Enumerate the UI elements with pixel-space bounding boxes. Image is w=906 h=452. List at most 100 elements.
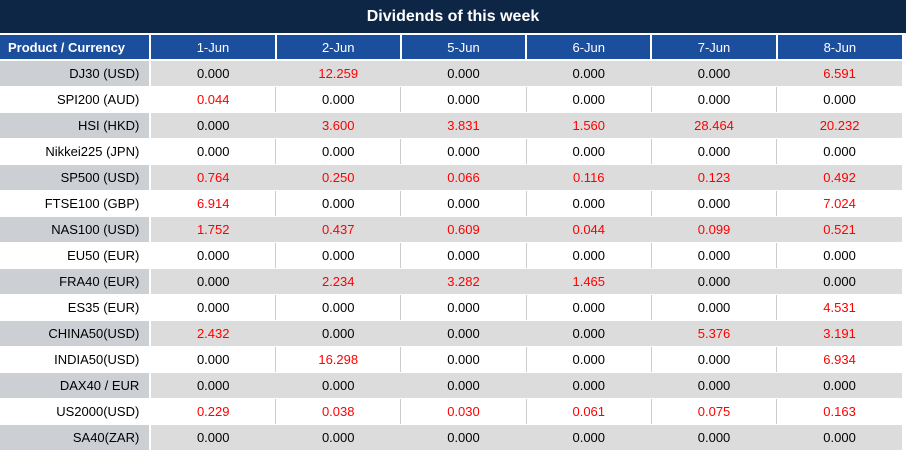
dividend-value-cell: 0.030 xyxy=(400,398,527,425)
dividend-value-cell: 0.000 xyxy=(275,242,402,269)
dividend-value-cell: 0.000 xyxy=(526,138,652,165)
dividend-value-cell: 0.000 xyxy=(400,242,527,269)
dividend-value-cell: 1.465 xyxy=(526,268,652,295)
dividend-value-cell: 0.000 xyxy=(275,320,402,347)
dividend-value-cell: 0.000 xyxy=(150,294,277,321)
dividend-value-cell: 0.000 xyxy=(150,60,277,87)
product-cell: ES35 (EUR) xyxy=(0,294,152,321)
product-cell: DJ30 (USD) xyxy=(0,60,152,87)
dividend-value-cell: 0.000 xyxy=(651,86,778,113)
table-row: US2000(USD) 0.229 0.038 0.030 0.061 0.075 0.16… xyxy=(0,398,902,425)
dividend-value-cell: 0.163 xyxy=(776,398,902,425)
dividend-value-cell: 0.000 xyxy=(150,112,277,139)
dividend-value-cell: 0.437 xyxy=(275,216,402,243)
table-row: SPI200 (AUD) 0.044 0.000 0.000 0.000 0.000 0.0… xyxy=(0,86,902,113)
dividend-value-cell: 12.259 xyxy=(275,60,402,87)
dividend-value-cell: 0.000 xyxy=(526,346,652,373)
dividend-value-cell: 0.000 xyxy=(275,294,402,321)
table-row: SA40(ZAR) 0.000 0.000 0.000 0.000 0.000 0.000 xyxy=(0,424,902,451)
dividend-value-cell: 16.298 xyxy=(275,346,402,373)
table-row: CHINA50(USD) 2.432 0.000 0.000 0.000 5.376 3.1… xyxy=(0,320,902,347)
dividend-value-cell: 0.000 xyxy=(776,138,902,165)
dividend-value-cell: 2.234 xyxy=(275,268,402,295)
dividend-value-cell: 0.116 xyxy=(526,164,652,191)
dividend-value-cell: 0.000 xyxy=(776,242,902,269)
dividend-value-cell: 0.521 xyxy=(776,216,902,243)
dividend-value-cell: 0.250 xyxy=(275,164,402,191)
table-row: DJ30 (USD) 0.000 12.259 0.000 0.000 0.000 6.59… xyxy=(0,60,902,87)
product-cell: Nikkei225 (JPN) xyxy=(0,138,152,165)
dividend-value-cell: 0.000 xyxy=(400,346,527,373)
column-header-6-jun: 6-Jun xyxy=(526,33,653,61)
dividend-value-cell: 3.191 xyxy=(776,320,902,347)
dividend-value-cell: 0.000 xyxy=(400,138,527,165)
dividend-value-cell: 0.492 xyxy=(776,164,902,191)
product-cell: EU50 (EUR) xyxy=(0,242,152,269)
dividend-value-cell: 0.000 xyxy=(526,60,652,87)
dividend-value-cell: 5.376 xyxy=(651,320,778,347)
dividend-value-cell: 0.000 xyxy=(651,60,778,87)
dividend-value-cell: 0.764 xyxy=(150,164,277,191)
table-row: ES35 (EUR) 0.000 0.000 0.000 0.000 0.000 4.531 xyxy=(0,294,902,321)
column-header-2-jun: 2-Jun xyxy=(275,33,402,61)
dividends-table: Product / Currency 1-Jun 2-Jun 5-Jun 6-J… xyxy=(0,33,902,451)
dividend-value-cell: 0.609 xyxy=(400,216,527,243)
dividend-value-cell: 6.591 xyxy=(776,60,902,87)
product-cell: CHINA50(USD) xyxy=(0,320,152,347)
dividend-value-cell: 0.044 xyxy=(526,216,652,243)
product-cell: SPI200 (AUD) xyxy=(0,86,152,113)
dividend-value-cell: 0.000 xyxy=(776,86,902,113)
table-row: EU50 (EUR) 0.000 0.000 0.000 0.000 0.000 0.000 xyxy=(0,242,902,269)
dividend-value-cell: 3.831 xyxy=(400,112,527,139)
product-cell: NAS100 (USD) xyxy=(0,216,152,243)
product-cell: INDIA50(USD) xyxy=(0,346,152,373)
product-cell: DAX40 / EUR xyxy=(0,372,152,399)
dividend-value-cell: 0.000 xyxy=(651,424,778,451)
dividend-value-cell: 0.000 xyxy=(651,242,778,269)
dividend-value-cell: 0.000 xyxy=(651,346,778,373)
dividend-value-cell: 7.024 xyxy=(776,190,902,217)
dividend-value-cell: 1.752 xyxy=(150,216,277,243)
dividend-value-cell: 0.000 xyxy=(400,294,527,321)
dividend-value-cell: 0.000 xyxy=(776,424,902,451)
product-cell: HSI (HKD) xyxy=(0,112,152,139)
dividend-value-cell: 0.000 xyxy=(651,190,778,217)
dividend-value-cell: 0.044 xyxy=(150,86,277,113)
dividend-value-cell: 1.560 xyxy=(526,112,652,139)
dividend-value-cell: 6.914 xyxy=(150,190,277,217)
widget-title-text: Dividends of this week xyxy=(366,7,540,25)
dividend-value-cell: 0.000 xyxy=(526,294,652,321)
dividend-value-cell: 0.000 xyxy=(526,242,652,269)
product-cell: SP500 (USD) xyxy=(0,164,152,191)
table-row: DAX40 / EUR 0.000 0.000 0.000 0.000 0.000 0.00… xyxy=(0,372,902,399)
product-cell: US2000(USD) xyxy=(0,398,152,425)
dividend-value-cell: 0.000 xyxy=(776,268,902,295)
dividend-value-cell: 0.000 xyxy=(400,424,527,451)
dividend-value-cell: 0.099 xyxy=(651,216,778,243)
dividend-value-cell: 0.000 xyxy=(275,138,402,165)
dividend-value-cell: 0.000 xyxy=(651,372,778,399)
dividend-value-cell: 0.000 xyxy=(400,372,527,399)
dividend-value-cell: 2.432 xyxy=(150,320,277,347)
dividend-value-cell: 0.061 xyxy=(526,398,652,425)
dividend-value-cell: 0.000 xyxy=(400,190,527,217)
dividend-value-cell: 3.600 xyxy=(275,112,402,139)
product-cell: FTSE100 (GBP) xyxy=(0,190,152,217)
dividend-value-cell: 6.934 xyxy=(776,346,902,373)
table-row: HSI (HKD) 0.000 3.600 3.831 1.560 28.464 20.23… xyxy=(0,112,902,139)
dividend-value-cell: 0.000 xyxy=(150,346,277,373)
dividend-value-cell: 0.123 xyxy=(651,164,778,191)
column-header-7-jun: 7-Jun xyxy=(651,33,778,61)
dividend-value-cell: 0.038 xyxy=(275,398,402,425)
dividend-value-cell: 0.000 xyxy=(275,190,402,217)
dividend-value-cell: 0.000 xyxy=(651,294,778,321)
column-header-8-jun: 8-Jun xyxy=(776,33,902,61)
column-header-product-currency: Product / Currency xyxy=(0,33,152,61)
dividend-value-cell: 0.000 xyxy=(275,86,402,113)
dividend-value-cell: 28.464 xyxy=(651,112,778,139)
dividend-value-cell: 0.000 xyxy=(150,268,277,295)
dividend-value-cell: 0.000 xyxy=(651,268,778,295)
dividend-value-cell: 0.000 xyxy=(150,424,277,451)
dividend-value-cell: 0.000 xyxy=(275,372,402,399)
dividend-value-cell: 0.000 xyxy=(526,190,652,217)
